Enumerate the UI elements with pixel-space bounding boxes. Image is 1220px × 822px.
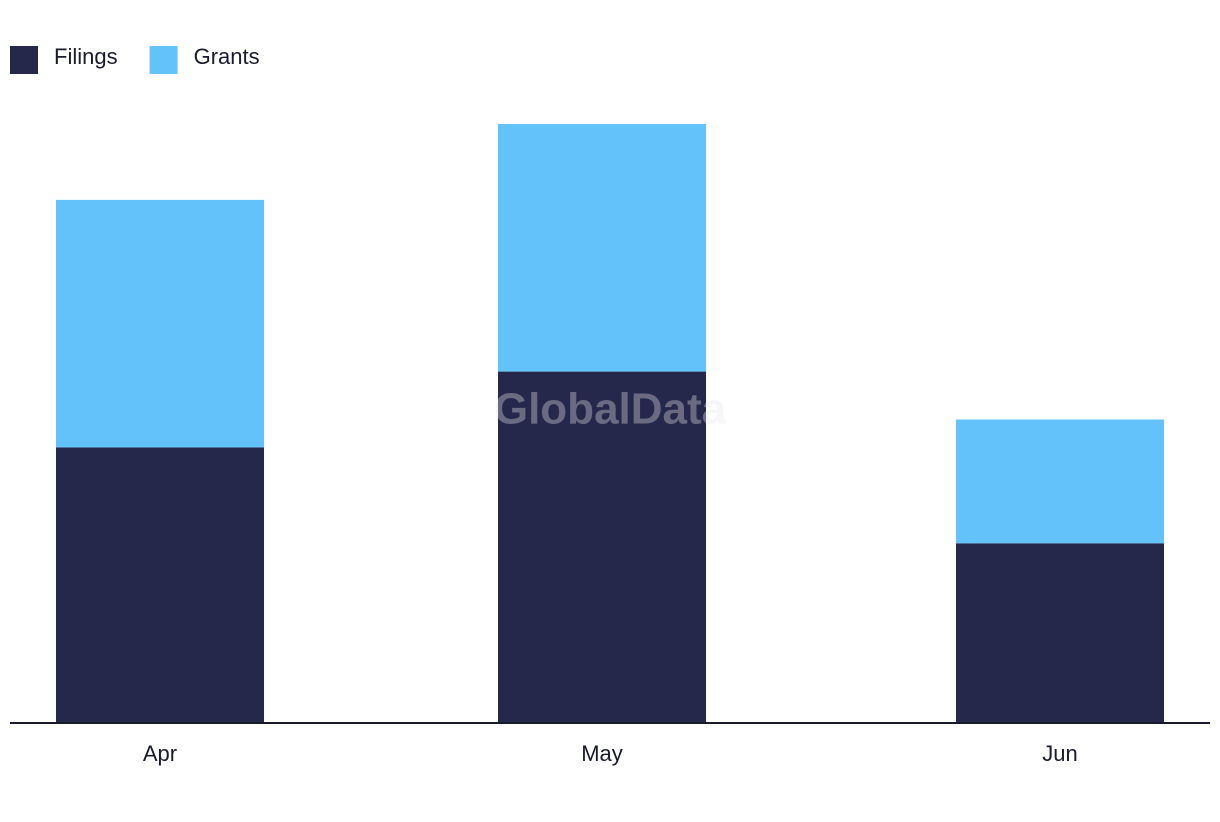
legend-swatch (149, 46, 178, 74)
bar-segment (56, 447, 264, 723)
x-tick-label: Apr (143, 741, 177, 766)
legend-label: Filings (54, 44, 118, 69)
bar-segment (498, 371, 706, 723)
bar-segment (56, 199, 264, 448)
x-tick-label: Jun (1042, 741, 1077, 766)
legend-label: Grants (194, 44, 260, 69)
bar-segment (956, 419, 1164, 544)
watermark: GlobalData (494, 385, 727, 434)
legend-swatch (10, 46, 38, 74)
bar-segment (956, 543, 1164, 723)
bar-segment (498, 124, 706, 372)
x-tick-label: May (581, 741, 623, 766)
